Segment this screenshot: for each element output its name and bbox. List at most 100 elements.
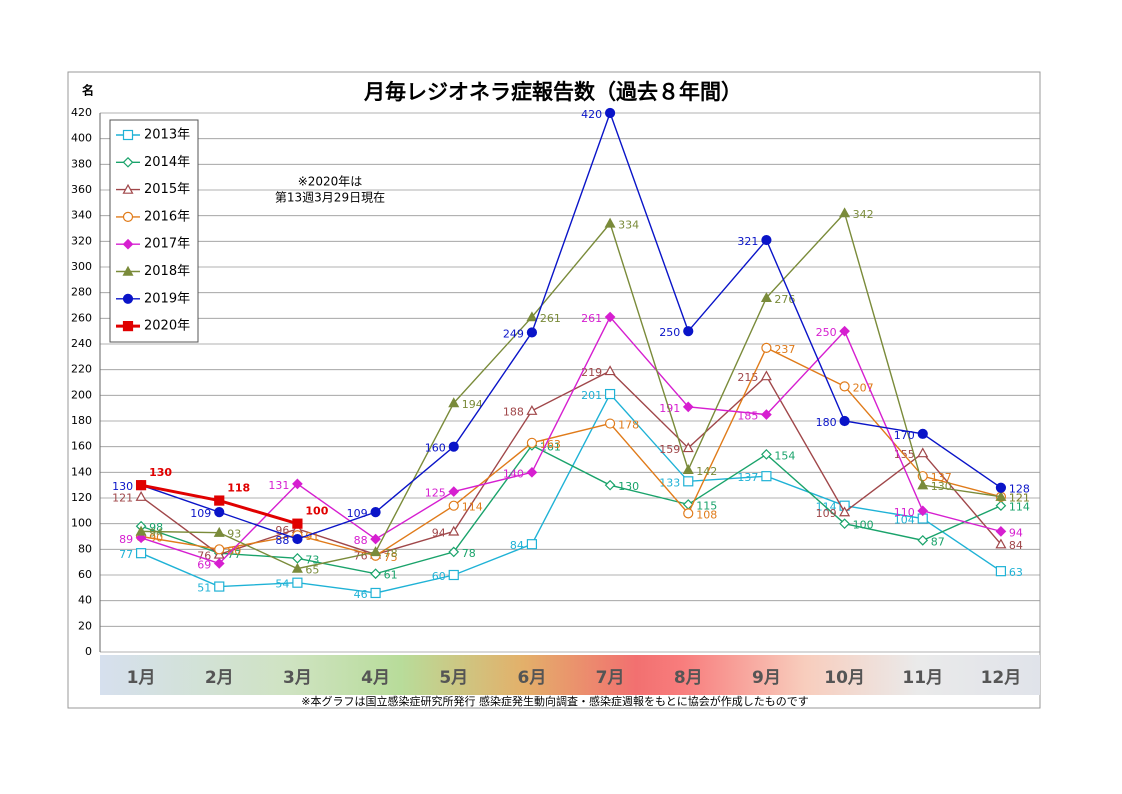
data-label: 185 xyxy=(737,410,758,423)
data-point xyxy=(839,207,851,218)
data-point xyxy=(214,581,225,592)
data-label: 170 xyxy=(894,429,915,442)
data-label: 137 xyxy=(931,471,952,484)
data-label: 94 xyxy=(149,526,163,539)
data-point xyxy=(526,539,538,550)
data-point xyxy=(135,490,147,501)
data-label: 63 xyxy=(1009,566,1023,579)
month-band xyxy=(100,655,1040,695)
data-label: 250 xyxy=(659,326,680,339)
x-tick-label: 4月 xyxy=(361,668,390,688)
data-point xyxy=(760,292,772,302)
data-point xyxy=(995,538,1007,549)
data-label: 109 xyxy=(816,507,837,520)
data-label: 140 xyxy=(503,467,524,480)
data-point xyxy=(370,546,382,557)
legend-marker xyxy=(122,211,134,222)
y-tick-label: 80 xyxy=(78,542,92,555)
data-label: 191 xyxy=(659,402,680,415)
x-tick-label: 2月 xyxy=(205,668,234,688)
legend-marker xyxy=(122,129,134,141)
data-point xyxy=(292,577,303,588)
source-note: ※本グラフは国立感染症研究所発行 感染症発生動向調査・感染症週報をもとに協会が作… xyxy=(301,694,809,708)
data-point xyxy=(760,370,772,381)
data-point xyxy=(292,552,303,564)
data-point xyxy=(214,495,225,506)
legend-label: 2014年 xyxy=(144,155,190,170)
data-point xyxy=(448,397,460,408)
data-label: 154 xyxy=(774,449,795,462)
data-point xyxy=(839,325,850,337)
x-tick-label: 10月 xyxy=(824,668,865,688)
data-label: 321 xyxy=(737,235,758,248)
x-tick-label: 7月 xyxy=(596,668,625,688)
data-label: 109 xyxy=(347,507,368,520)
data-point xyxy=(682,442,694,453)
data-point xyxy=(604,107,616,119)
data-point xyxy=(917,479,929,490)
data-label: 130 xyxy=(112,480,133,493)
data-label: 108 xyxy=(696,508,717,521)
data-point xyxy=(839,381,850,392)
data-point xyxy=(526,404,538,415)
y-tick-label: 340 xyxy=(71,209,92,222)
data-label: 249 xyxy=(503,327,524,340)
legend-marker xyxy=(122,321,134,332)
y-tick-label: 240 xyxy=(71,337,92,350)
data-label: 100 xyxy=(305,505,328,518)
data-point xyxy=(917,428,928,439)
data-point xyxy=(995,526,1007,537)
series-line xyxy=(140,346,1002,557)
x-tick-label: 3月 xyxy=(283,668,312,688)
data-label: 207 xyxy=(853,381,874,394)
x-tick-label: 5月 xyxy=(439,668,468,688)
x-tick-label: 12月 xyxy=(981,668,1022,688)
y-tick-label: 360 xyxy=(71,183,92,196)
data-label: 114 xyxy=(1009,501,1030,514)
data-label: 51 xyxy=(197,582,211,595)
data-label: 137 xyxy=(737,471,758,484)
data-point xyxy=(839,506,851,517)
y-tick-label: 120 xyxy=(71,491,92,504)
y-tick-label: 380 xyxy=(71,157,92,170)
data-label: 75 xyxy=(384,551,398,564)
data-point xyxy=(370,568,381,580)
x-tick-label: 11月 xyxy=(902,668,943,688)
data-point xyxy=(604,388,616,400)
data-point xyxy=(683,326,694,337)
frame xyxy=(67,71,1041,709)
data-label: 84 xyxy=(1009,539,1023,552)
data-point xyxy=(370,507,381,518)
data-label: 110 xyxy=(894,506,915,519)
data-point xyxy=(839,415,850,427)
legend-label: 2016年 xyxy=(144,209,190,224)
data-point xyxy=(682,464,694,474)
data-point xyxy=(214,507,225,518)
data-label: 130 xyxy=(618,480,639,493)
data-label: 121 xyxy=(1009,492,1030,505)
legend-marker xyxy=(122,183,134,194)
data-point xyxy=(526,466,538,478)
legend-marker xyxy=(122,293,134,304)
data-point xyxy=(213,558,225,569)
data-point xyxy=(683,508,694,519)
legend-label: 2019年 xyxy=(144,291,190,306)
series-line xyxy=(140,392,1002,594)
legend-box xyxy=(109,119,199,343)
y-tick-label: 260 xyxy=(71,311,92,324)
data-label: 61 xyxy=(384,569,398,582)
y-tick-label: 100 xyxy=(71,517,92,530)
data-label: 128 xyxy=(1009,483,1030,496)
x-tick-label: 9月 xyxy=(752,668,781,688)
data-point xyxy=(214,544,225,555)
annotation: ※2020年は xyxy=(298,175,363,189)
data-label: 69 xyxy=(197,558,211,571)
legend-label: 2020年 xyxy=(144,319,190,334)
data-point xyxy=(526,437,538,448)
y-tick-label: 40 xyxy=(78,594,92,607)
legend-label: 2017年 xyxy=(144,237,190,252)
data-label: 91 xyxy=(305,530,319,543)
data-label: 125 xyxy=(425,487,446,500)
y-tick-label: 200 xyxy=(71,388,92,401)
data-label: 420 xyxy=(581,108,602,121)
